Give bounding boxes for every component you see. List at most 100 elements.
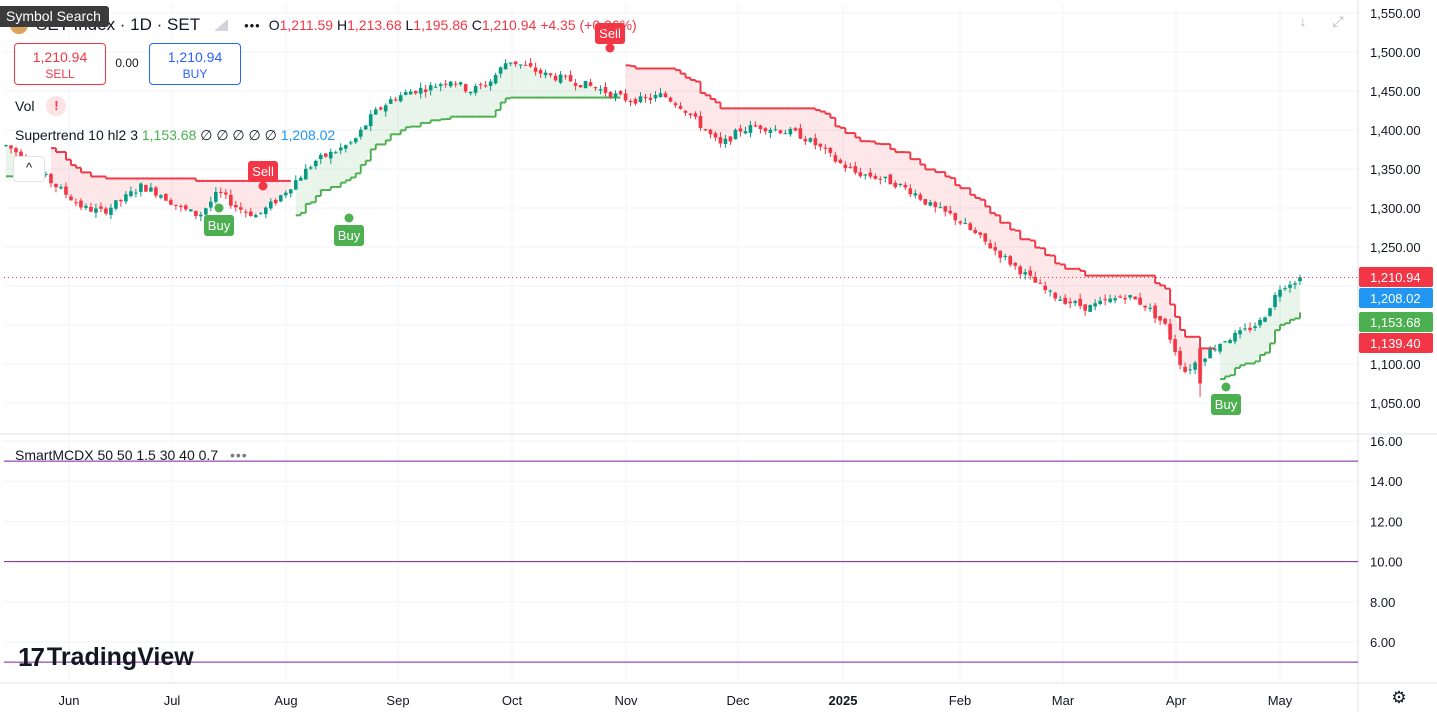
ohlc-values: O1,211.59 H1,213.68 L1,195.86 C1,210.94 … xyxy=(269,17,637,33)
supertrend-fill-segment xyxy=(525,65,531,98)
price-axis-label: 1,550.00 xyxy=(1370,6,1421,21)
download-icon[interactable]: ↓ xyxy=(1299,13,1307,29)
supertrend-fill-segment xyxy=(1245,328,1251,364)
settings-icon[interactable]: ⚙ xyxy=(1391,688,1407,707)
candle-body xyxy=(194,210,198,217)
osc-axis: 16.00 14.00 12.00 10.00 8.00 6.00 xyxy=(1370,434,1403,650)
supertrend-fill-segment xyxy=(410,91,416,127)
supertrend-fill-segment xyxy=(205,180,211,209)
candle-body xyxy=(943,206,948,212)
time-axis-label: Jun xyxy=(59,693,80,708)
candle-body xyxy=(763,128,768,132)
supertrend-fill-segment xyxy=(540,72,546,98)
sell-button[interactable]: 1,210.94 SELL xyxy=(14,43,106,85)
time-axis-label: 2025 xyxy=(829,693,858,708)
supertrend-fill-segment xyxy=(1130,275,1136,300)
smcdx-more-button[interactable]: ••• xyxy=(230,447,248,463)
supertrend-fill xyxy=(6,62,1300,384)
candle-body xyxy=(673,103,678,106)
header-more-button[interactable]: ••• xyxy=(244,17,261,33)
candle-body xyxy=(963,223,968,225)
candle-body xyxy=(94,208,98,213)
supertrend-fill-segment xyxy=(1020,239,1026,275)
supertrend-fill-segment xyxy=(1250,326,1256,364)
supertrend-fill-segment xyxy=(330,151,336,187)
candle-body xyxy=(753,125,758,127)
supertrend-fill-segment xyxy=(1095,275,1101,304)
candle-body xyxy=(838,159,843,164)
supertrend-fill-segment xyxy=(505,62,511,99)
candle-body xyxy=(263,207,268,215)
candle-body xyxy=(229,194,233,206)
buy-button[interactable]: 1,210.94 BUY xyxy=(149,43,241,85)
candle-body xyxy=(1283,288,1287,290)
candle-body xyxy=(1088,305,1092,312)
candle-body xyxy=(953,213,958,221)
candle-body xyxy=(54,183,58,188)
supertrend-fill-segment xyxy=(1260,317,1266,355)
supertrend-fill-segment xyxy=(635,68,641,104)
candle-body xyxy=(363,125,368,130)
sell-signal-label-bg xyxy=(595,23,625,44)
candle-body xyxy=(708,129,713,135)
price-badge-label: 1,208.02 xyxy=(1370,291,1421,306)
candle-body xyxy=(273,199,278,204)
candle-body xyxy=(353,138,358,143)
candle-body xyxy=(918,194,923,200)
candle-body xyxy=(443,83,448,85)
candle-body xyxy=(613,93,618,98)
time-axis-label: Apr xyxy=(1166,693,1187,708)
candle-body xyxy=(1223,341,1227,343)
supertrend-fill-segment xyxy=(1230,332,1236,376)
candle-body xyxy=(418,87,423,94)
volume-legend[interactable]: Vol ! xyxy=(15,96,67,116)
price-axis-label: 1,050.00 xyxy=(1370,396,1421,411)
candle-body xyxy=(1023,272,1028,275)
supertrend-fill-segment xyxy=(775,108,781,134)
candle-body xyxy=(383,105,388,112)
tradingview-logo[interactable]: 17 TradingView xyxy=(18,642,194,673)
supertrend-fill-segment xyxy=(945,176,951,214)
candle-body xyxy=(1073,301,1077,304)
candle-body xyxy=(1048,290,1052,292)
supertrend-fill-segment xyxy=(1185,336,1191,372)
candle-body xyxy=(1083,304,1087,311)
candle-body xyxy=(129,191,133,197)
supertrend-fill-segment xyxy=(755,108,761,129)
supertrend-fill-segment xyxy=(935,172,941,208)
smcdx-legend[interactable]: SmartMCDX 50 50 1.5 30 40 0.7 ••• xyxy=(15,447,248,463)
fullscreen-icon[interactable]: ⤢ xyxy=(1332,13,1344,29)
supertrend-fill-segment xyxy=(200,180,206,215)
flag-icon[interactable] xyxy=(214,19,229,31)
supertrend-fill-segment xyxy=(380,105,386,145)
candle-body xyxy=(1253,326,1257,329)
candle-body xyxy=(623,93,628,101)
collapse-legend-button[interactable]: ^ xyxy=(13,156,45,182)
candle-body xyxy=(448,81,453,87)
supertrend-fill-segment xyxy=(1240,328,1246,366)
supertrend-fill-segment xyxy=(215,180,221,193)
supertrend-fill-segment xyxy=(85,172,91,212)
candle-body xyxy=(813,138,818,146)
price-axis-label: 1,450.00 xyxy=(1370,84,1421,99)
alert-icon[interactable]: ! xyxy=(46,96,67,116)
time-axis-label: Jul xyxy=(164,693,181,708)
supertrend-fill-segment xyxy=(595,88,601,98)
candle-body xyxy=(388,99,393,104)
supertrend-fill-segment xyxy=(1105,275,1111,301)
candle-body xyxy=(578,85,583,88)
time-axis: Jun Jul Aug Sep Oct Nov Dec 2025 Feb Mar Apr May xyxy=(59,693,1293,708)
supertrend-fill-segment xyxy=(915,159,921,200)
price-axis-label: 1,250.00 xyxy=(1370,240,1421,255)
supertrend-legend[interactable]: Supertrend 10 hl2 3 1,153.68 ∅ ∅ ∅ ∅ ∅ 1… xyxy=(15,127,335,144)
candle-body xyxy=(803,139,808,142)
candle-body xyxy=(254,215,258,218)
supertrend-fill-segment xyxy=(345,142,351,181)
candle-body xyxy=(633,99,638,104)
supertrend-up-value: 1,153.68 xyxy=(141,127,197,143)
candle-body xyxy=(413,90,418,94)
supertrend-down-value: 1,208.02 xyxy=(280,127,336,143)
supertrend-fill-segment xyxy=(860,141,866,177)
candle-body xyxy=(1158,316,1162,321)
